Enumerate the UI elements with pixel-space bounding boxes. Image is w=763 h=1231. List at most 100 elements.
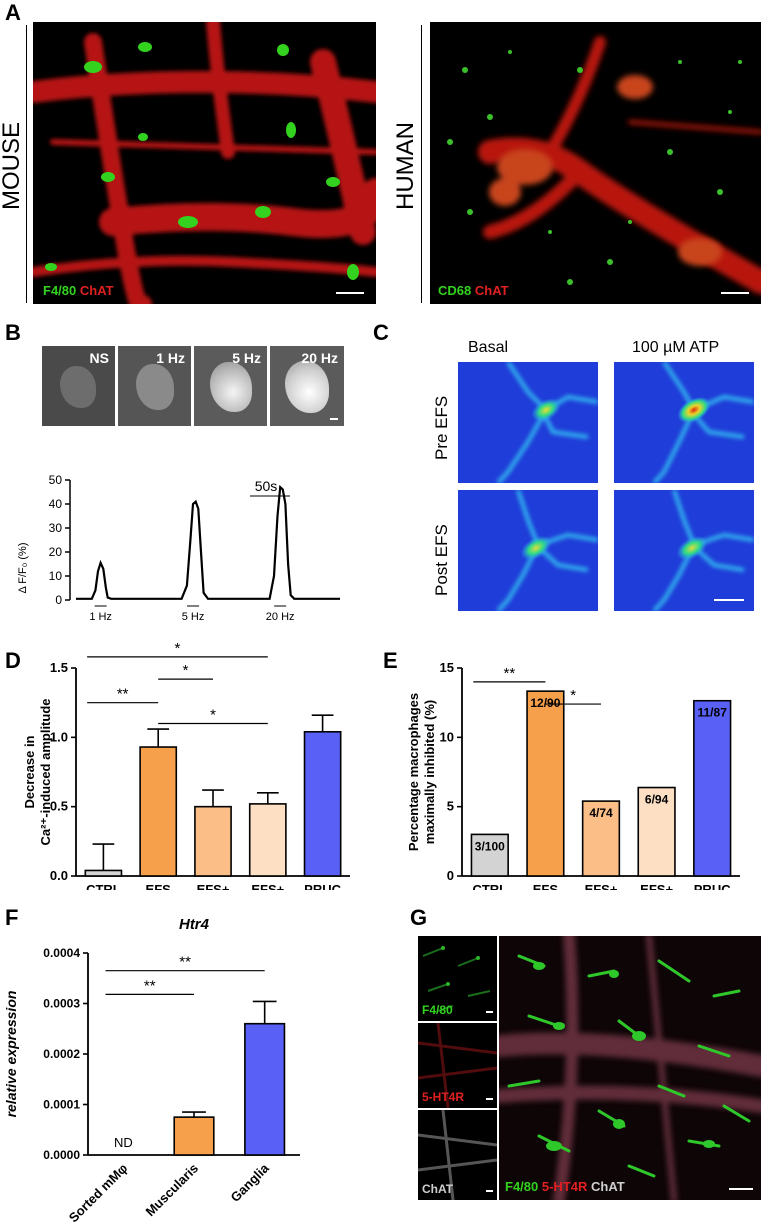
bar-label: 3/100	[475, 839, 505, 853]
ytick-label: 0.0001	[43, 1098, 80, 1112]
bar-label: 11/87	[698, 706, 728, 720]
bar	[303, 730, 342, 877]
significance-label: *	[570, 687, 576, 704]
mouse-label-red: ChAT	[79, 283, 114, 298]
frames-scalebar	[330, 418, 338, 420]
significance-label: *	[210, 706, 216, 723]
g-merge-labels: F4/80 5-HT4R ChAT	[505, 1179, 625, 1194]
trace-y-axis: 0 10 20 30 40 50	[49, 473, 71, 607]
bar	[526, 690, 565, 877]
frame-ns-label: NS	[89, 350, 109, 366]
human-label: HUMAN	[392, 122, 419, 210]
significance-label: **	[179, 954, 191, 971]
ytick-label: 5	[447, 799, 454, 814]
human-scalebar	[721, 292, 749, 294]
ylabel-line: Decrease in	[22, 735, 37, 808]
frame-1hz: 1 Hz	[118, 346, 191, 426]
bar-label: 6/94	[645, 793, 669, 807]
frame-5hz-label: 5 Hz	[232, 350, 261, 366]
bar	[194, 805, 232, 877]
bar-chart-d: Decrease in Ca²⁺-induced amplitude 0.0 0.5 1…	[22, 640, 350, 890]
g-5ht4r-scalebar	[486, 1098, 493, 1100]
category-label: CTRL	[86, 882, 121, 890]
ytick-label: 0.0	[50, 868, 68, 883]
trace-ytick-label: 10	[49, 569, 63, 583]
g-f480-thumb: F4/80	[418, 936, 497, 1021]
ytick-label: 0	[447, 868, 454, 883]
human-label-green: CD68	[438, 283, 472, 298]
trace-ylabel: Δ F/F₀ (%)	[17, 542, 29, 593]
ytick-label: 0.0002	[43, 1047, 80, 1061]
panel-letter-b: B	[5, 320, 21, 345]
ytick-label: 0.0000	[43, 1148, 80, 1162]
category-label: CTRL	[472, 882, 507, 890]
bar	[248, 803, 287, 877]
trace-ytick-label: 30	[49, 521, 63, 535]
category-label: PRUC	[304, 882, 341, 890]
g-chat-scalebar	[486, 1190, 493, 1192]
heatmap-pre-atp	[614, 362, 754, 483]
ytick-label: 15	[440, 660, 454, 675]
ylabel-line: maximally inhibited (%)	[422, 700, 437, 844]
panel-letter-f: F	[5, 905, 19, 930]
bar	[470, 833, 509, 877]
heatmap-post-basal	[458, 490, 598, 611]
category-label: Ganglia	[227, 1160, 272, 1205]
significance-label: **	[503, 665, 515, 682]
g-5ht4r-thumb: 5-HT4R	[418, 1023, 497, 1108]
panel-letter-g: G	[410, 905, 428, 930]
category-label: EFS	[146, 882, 172, 890]
ytick-label: 0.5	[50, 799, 68, 814]
g-merge-scalebar	[729, 1188, 753, 1190]
bar	[244, 1022, 286, 1156]
category-label: PRUC	[694, 882, 731, 890]
mouse-divider	[26, 25, 27, 303]
heatmap-post-atp	[614, 490, 754, 611]
panel-letter-c: C	[373, 320, 389, 345]
trace-stim-marks: 1 Hz 5 Hz 20 Hz	[89, 605, 295, 623]
g-merge-label-grey: ChAT	[591, 1179, 625, 1194]
ylabel-line: Percentage macrophages	[406, 693, 421, 851]
trace-time-label: 50s	[255, 478, 278, 494]
category-label: Muscularis	[142, 1161, 201, 1220]
significance-label: *	[183, 662, 189, 679]
category-label: EFS	[533, 882, 559, 890]
g-merge-label-green: F4/80	[505, 1179, 539, 1194]
g-f480-label: F4/80	[422, 1003, 453, 1017]
chart-title: Htr4	[179, 916, 210, 933]
frame-20hz-label: 20 Hz	[301, 350, 338, 366]
calcium-frames: NS 1 Hz 5 Hz 20 Hz	[42, 346, 344, 426]
bar	[173, 1116, 215, 1156]
col-label-atp: 100 µM ATP	[632, 339, 720, 356]
mouse-scalebar	[336, 292, 364, 294]
g-chat-thumb: ChAT	[418, 1110, 497, 1200]
mouse-micrograph: F4/80 ChAT	[33, 22, 376, 304]
mouse-label-green: F4/80	[43, 283, 77, 298]
g-5ht4r-label: 5-HT4R	[422, 1090, 465, 1104]
trace-stim-label: 1 Hz	[89, 611, 112, 623]
human-channel-labels: CD68 ChAT	[438, 283, 509, 298]
calcium-trace-chart: Δ F/F₀ (%) 0 10 20 30 40 50 50s 1 Hz 5 Hz 20 Hz	[17, 473, 340, 623]
panel-letter-d: D	[5, 648, 21, 673]
trace-stim-label: 20 Hz	[266, 611, 295, 623]
trace-ytick-label: 0	[55, 593, 62, 607]
significance-label: *	[175, 640, 181, 657]
ylabel: relative expression	[3, 991, 19, 1118]
mouse-label: MOUSE	[0, 121, 25, 210]
g-merge-label-red: 5-HT4R	[541, 1179, 588, 1194]
row-label-pre-efs: Pre EFS	[432, 395, 451, 460]
category-label: EFS+	[197, 882, 230, 890]
bar	[581, 800, 621, 877]
trace-ytick-label: 40	[49, 497, 63, 511]
bar	[693, 699, 732, 877]
trace-ytick-label: 50	[49, 473, 63, 487]
bar-label: 12/90	[530, 696, 560, 710]
ytick-label: 10	[440, 729, 454, 744]
human-divider	[421, 25, 422, 303]
ytick-label: 0.0003	[43, 997, 80, 1011]
ylabel-line: Ca²⁺-induced amplitude	[38, 699, 53, 846]
category-label: EFS+	[640, 882, 673, 890]
row-label-post-efs: Post EFS	[432, 524, 451, 596]
trace-line	[76, 484, 340, 600]
significance-label: **	[144, 977, 156, 994]
